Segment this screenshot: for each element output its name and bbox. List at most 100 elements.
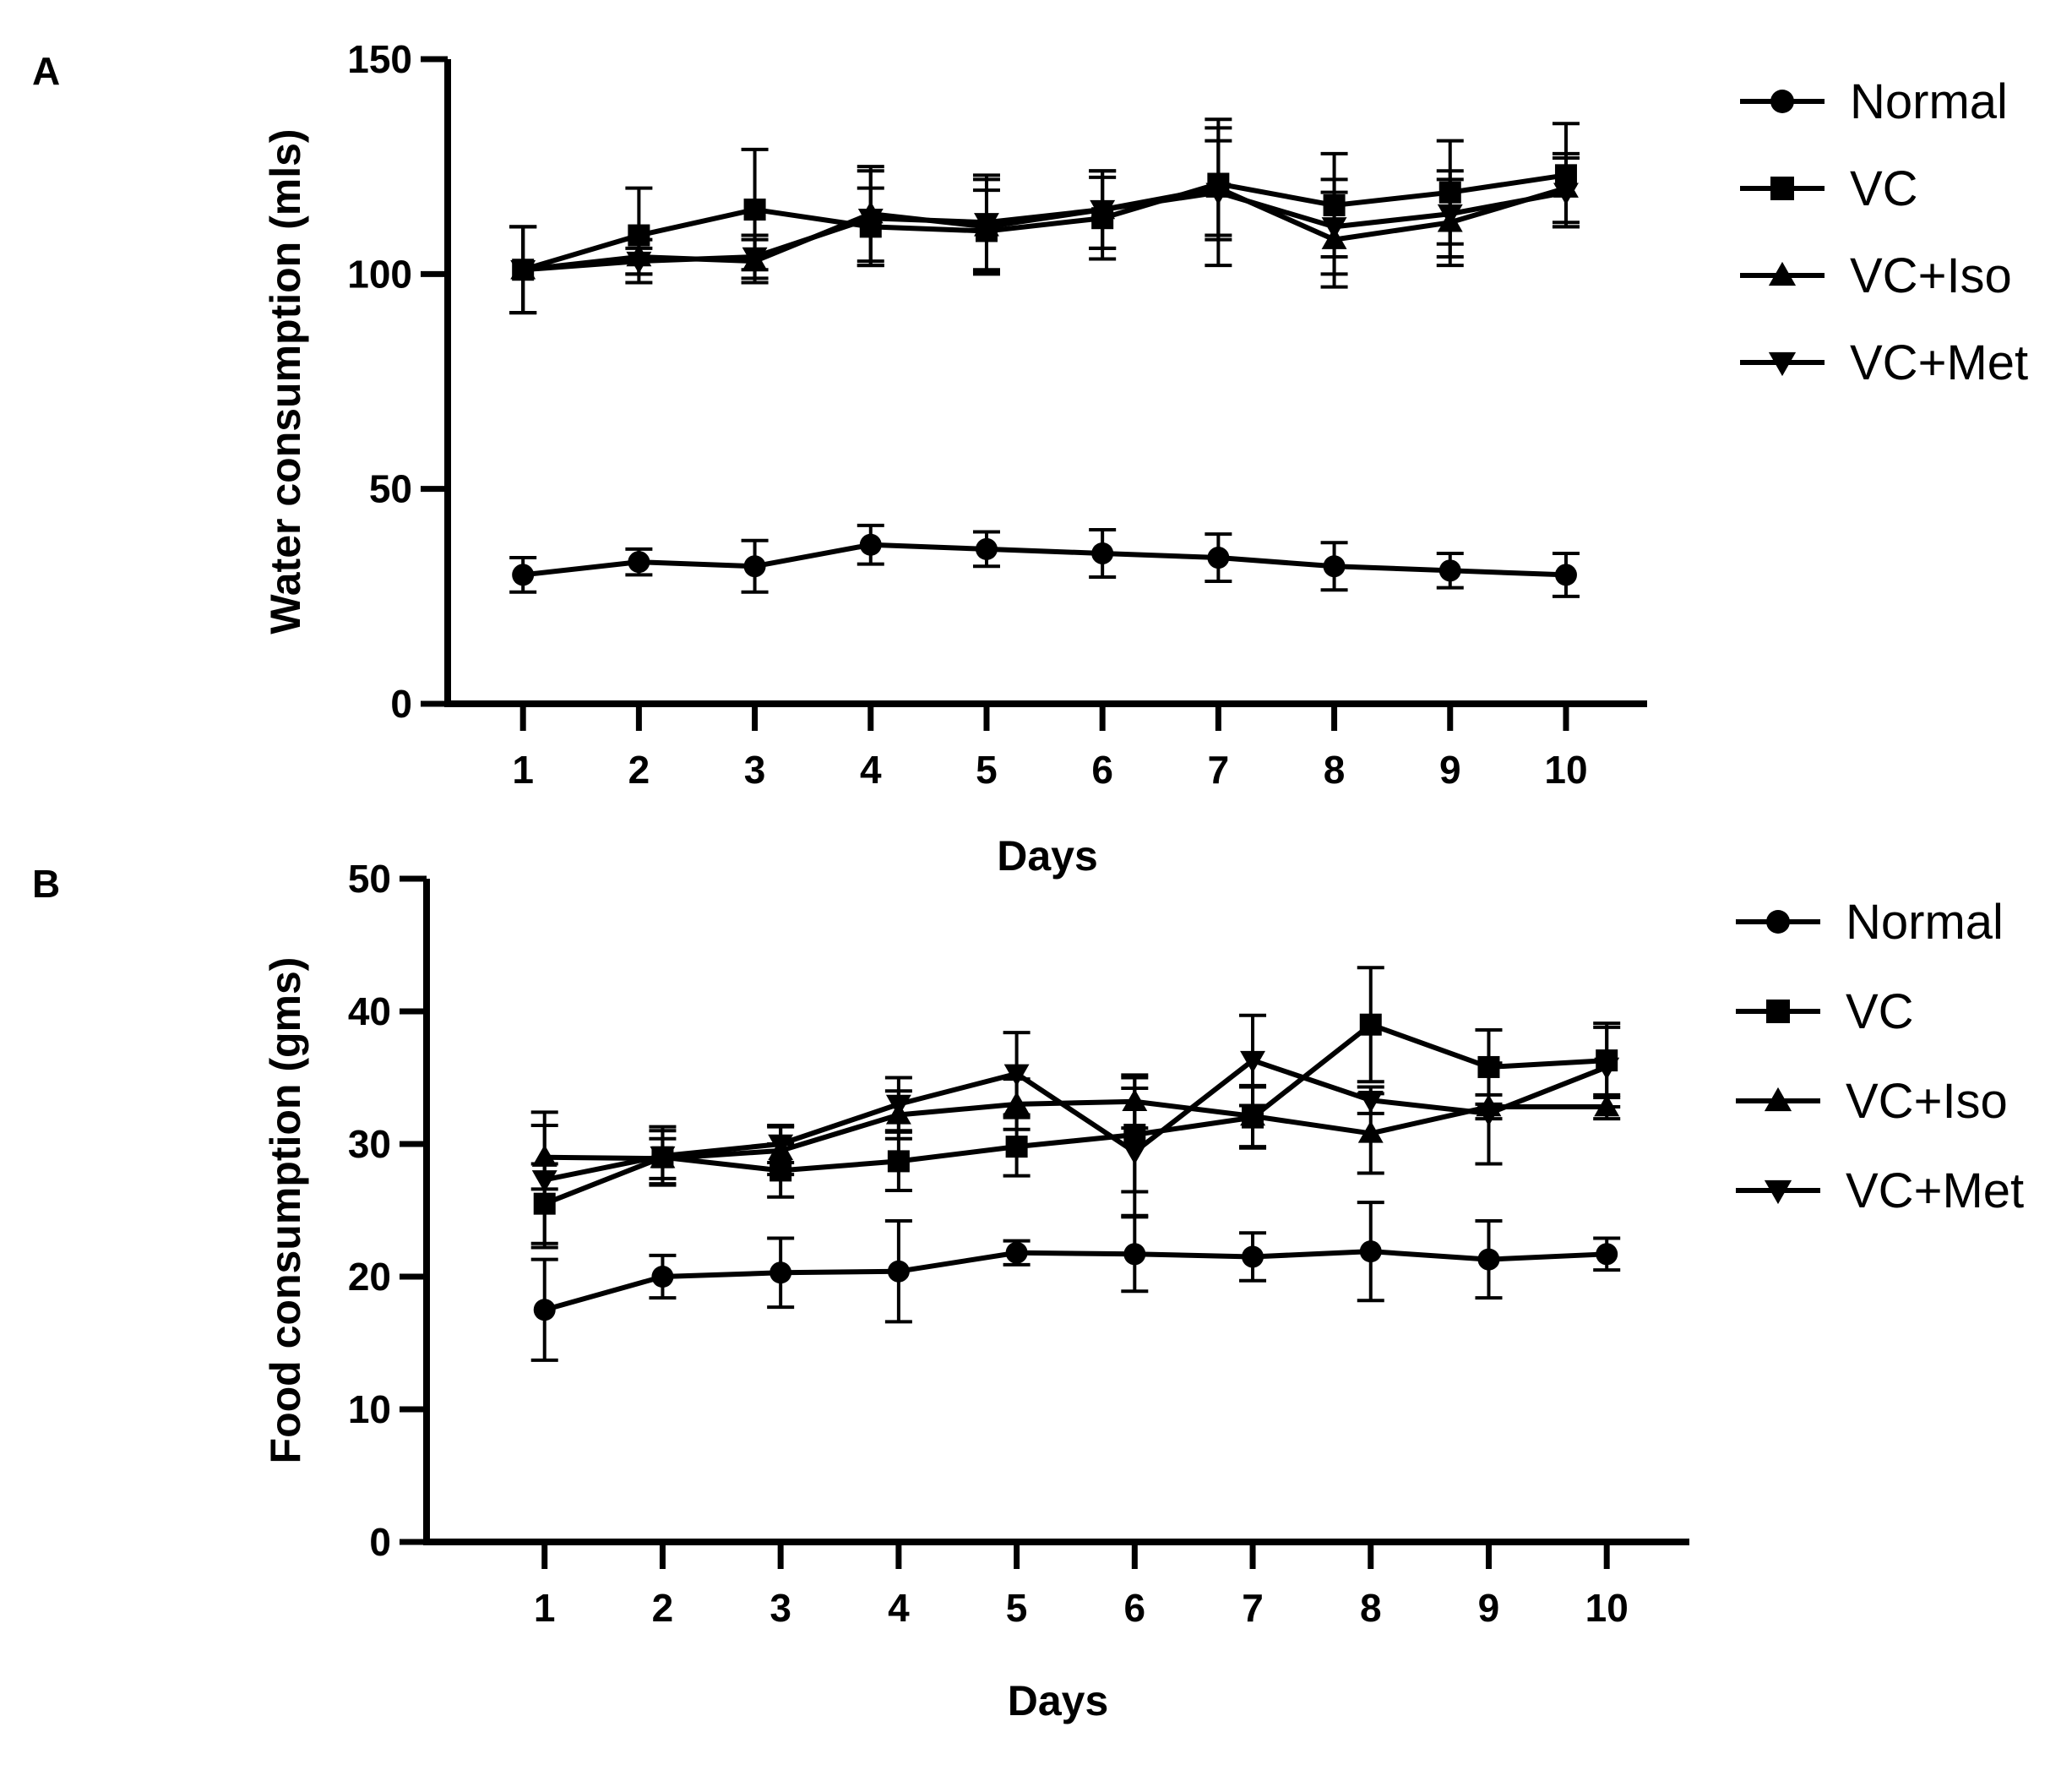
x-tick-label: 5 bbox=[1006, 1586, 1028, 1630]
series-line bbox=[522, 172, 1567, 273]
y-axis-title: Food consumption (gms) bbox=[262, 957, 309, 1464]
legend-item: VC+Iso bbox=[1736, 1074, 2008, 1129]
data-point bbox=[885, 1094, 911, 1117]
x-tick-label: 7 bbox=[1242, 1586, 1264, 1630]
data-point bbox=[1553, 182, 1579, 205]
data-point bbox=[650, 1146, 676, 1169]
legend-marker bbox=[1770, 177, 1794, 200]
legend-label: VC bbox=[1850, 161, 1918, 216]
legend-marker bbox=[1768, 351, 1797, 377]
legend-item: VC bbox=[1736, 984, 1914, 1039]
series-vc-met bbox=[509, 117, 1580, 315]
data-point bbox=[1554, 564, 1577, 586]
data-point bbox=[1122, 1142, 1148, 1165]
data-point bbox=[742, 247, 768, 270]
legend-label: VC+Met bbox=[1846, 1163, 2024, 1218]
data-point bbox=[1596, 1243, 1618, 1266]
series-line bbox=[544, 1098, 1607, 1162]
x-tick-label: 8 bbox=[1360, 1586, 1382, 1630]
data-point bbox=[1357, 1120, 1384, 1143]
x-tick-label: 6 bbox=[1091, 748, 1113, 792]
x-tick-label: 2 bbox=[628, 748, 650, 792]
series-normal bbox=[509, 523, 1580, 598]
legend-label: VC+Iso bbox=[1850, 248, 2012, 303]
series-line bbox=[543, 1021, 1607, 1207]
x-tick-label: 10 bbox=[1544, 748, 1587, 792]
data-point bbox=[743, 555, 766, 578]
y-tick-label: 10 bbox=[348, 1387, 391, 1431]
y-tick-label: 50 bbox=[348, 857, 391, 901]
data-point bbox=[1438, 559, 1461, 582]
data-point bbox=[974, 213, 999, 236]
y-tick-label: 150 bbox=[347, 37, 412, 81]
series-vc-iso bbox=[530, 1073, 1621, 1191]
x-tick-label: 3 bbox=[770, 1586, 791, 1630]
series-line bbox=[522, 189, 1567, 273]
series-vc-met bbox=[530, 1013, 1621, 1250]
panel-letter: A bbox=[32, 49, 60, 93]
legend-label: VC+Met bbox=[1850, 335, 2028, 390]
data-point bbox=[1123, 1243, 1146, 1266]
panel-b: B 0 10 20 30 40 50 1 2 3 4 5 6 7 8 9 10 Days Food consumpt… bbox=[32, 857, 2024, 1724]
data-point bbox=[1240, 1103, 1265, 1126]
data-point bbox=[1242, 1245, 1264, 1268]
data-point bbox=[887, 1150, 910, 1173]
data-point bbox=[1594, 1057, 1620, 1080]
data-point bbox=[859, 533, 882, 556]
data-point bbox=[1359, 1240, 1382, 1263]
x-axis-title: Days bbox=[1008, 1677, 1109, 1724]
legend-marker bbox=[1770, 90, 1794, 113]
series-line bbox=[543, 1249, 1607, 1313]
series-normal bbox=[530, 1201, 1621, 1362]
x-tick-label: 9 bbox=[1478, 1586, 1500, 1630]
data-point bbox=[626, 251, 652, 275]
x-tick-label: 6 bbox=[1124, 1586, 1146, 1630]
y-tick-label: 0 bbox=[390, 682, 412, 726]
x-tick-label: 7 bbox=[1208, 748, 1230, 792]
series-vc bbox=[530, 966, 1621, 1245]
data-point bbox=[1207, 547, 1230, 569]
data-point bbox=[1003, 1064, 1030, 1087]
legend-item: VC+Met bbox=[1740, 335, 2028, 390]
x-tick-label: 8 bbox=[1324, 748, 1346, 792]
y-tick-label: 0 bbox=[369, 1520, 391, 1564]
data-point bbox=[1005, 1241, 1028, 1264]
data-point bbox=[1476, 1103, 1502, 1126]
data-point bbox=[887, 1260, 910, 1283]
data-point bbox=[531, 1170, 557, 1193]
data-point bbox=[512, 564, 535, 586]
x-tick-label: 1 bbox=[534, 1586, 556, 1630]
data-point bbox=[1323, 555, 1346, 578]
legend-item: VC bbox=[1740, 161, 1918, 216]
x-tick-label: 2 bbox=[652, 1586, 674, 1630]
legend-marker bbox=[1766, 1000, 1790, 1023]
legend-marker bbox=[1768, 261, 1797, 286]
data-point bbox=[770, 1261, 792, 1284]
data-point bbox=[1321, 217, 1347, 240]
x-axis-title: Days bbox=[997, 832, 1098, 880]
data-point bbox=[857, 208, 884, 232]
data-point bbox=[1091, 542, 1114, 564]
legend-item: VC+Met bbox=[1736, 1163, 2024, 1218]
y-tick-label: 20 bbox=[348, 1255, 391, 1299]
data-point bbox=[1205, 182, 1232, 205]
x-tick-label: 10 bbox=[1585, 1586, 1629, 1630]
x-tick-label: 4 bbox=[888, 1586, 910, 1630]
x-tick-label: 9 bbox=[1439, 748, 1461, 792]
panel-letter: B bbox=[32, 862, 60, 906]
data-point bbox=[1437, 204, 1463, 227]
data-point bbox=[533, 1299, 556, 1321]
y-tick-label: 40 bbox=[348, 989, 391, 1033]
x-tick-label: 1 bbox=[512, 748, 534, 792]
y-tick-label: 100 bbox=[347, 252, 412, 296]
legend-label: VC bbox=[1846, 984, 1914, 1039]
legend-item: Normal bbox=[1740, 74, 2008, 129]
y-tick-label: 50 bbox=[369, 467, 412, 511]
y-axis-title: Water consumption (mls) bbox=[262, 128, 309, 634]
data-point bbox=[651, 1266, 674, 1288]
legend-label: VC+Iso bbox=[1846, 1074, 2008, 1129]
legend-item: VC+Iso bbox=[1740, 248, 2012, 303]
series-line bbox=[544, 1058, 1608, 1183]
series-line bbox=[522, 542, 1567, 578]
x-tick-label: 3 bbox=[744, 748, 766, 792]
